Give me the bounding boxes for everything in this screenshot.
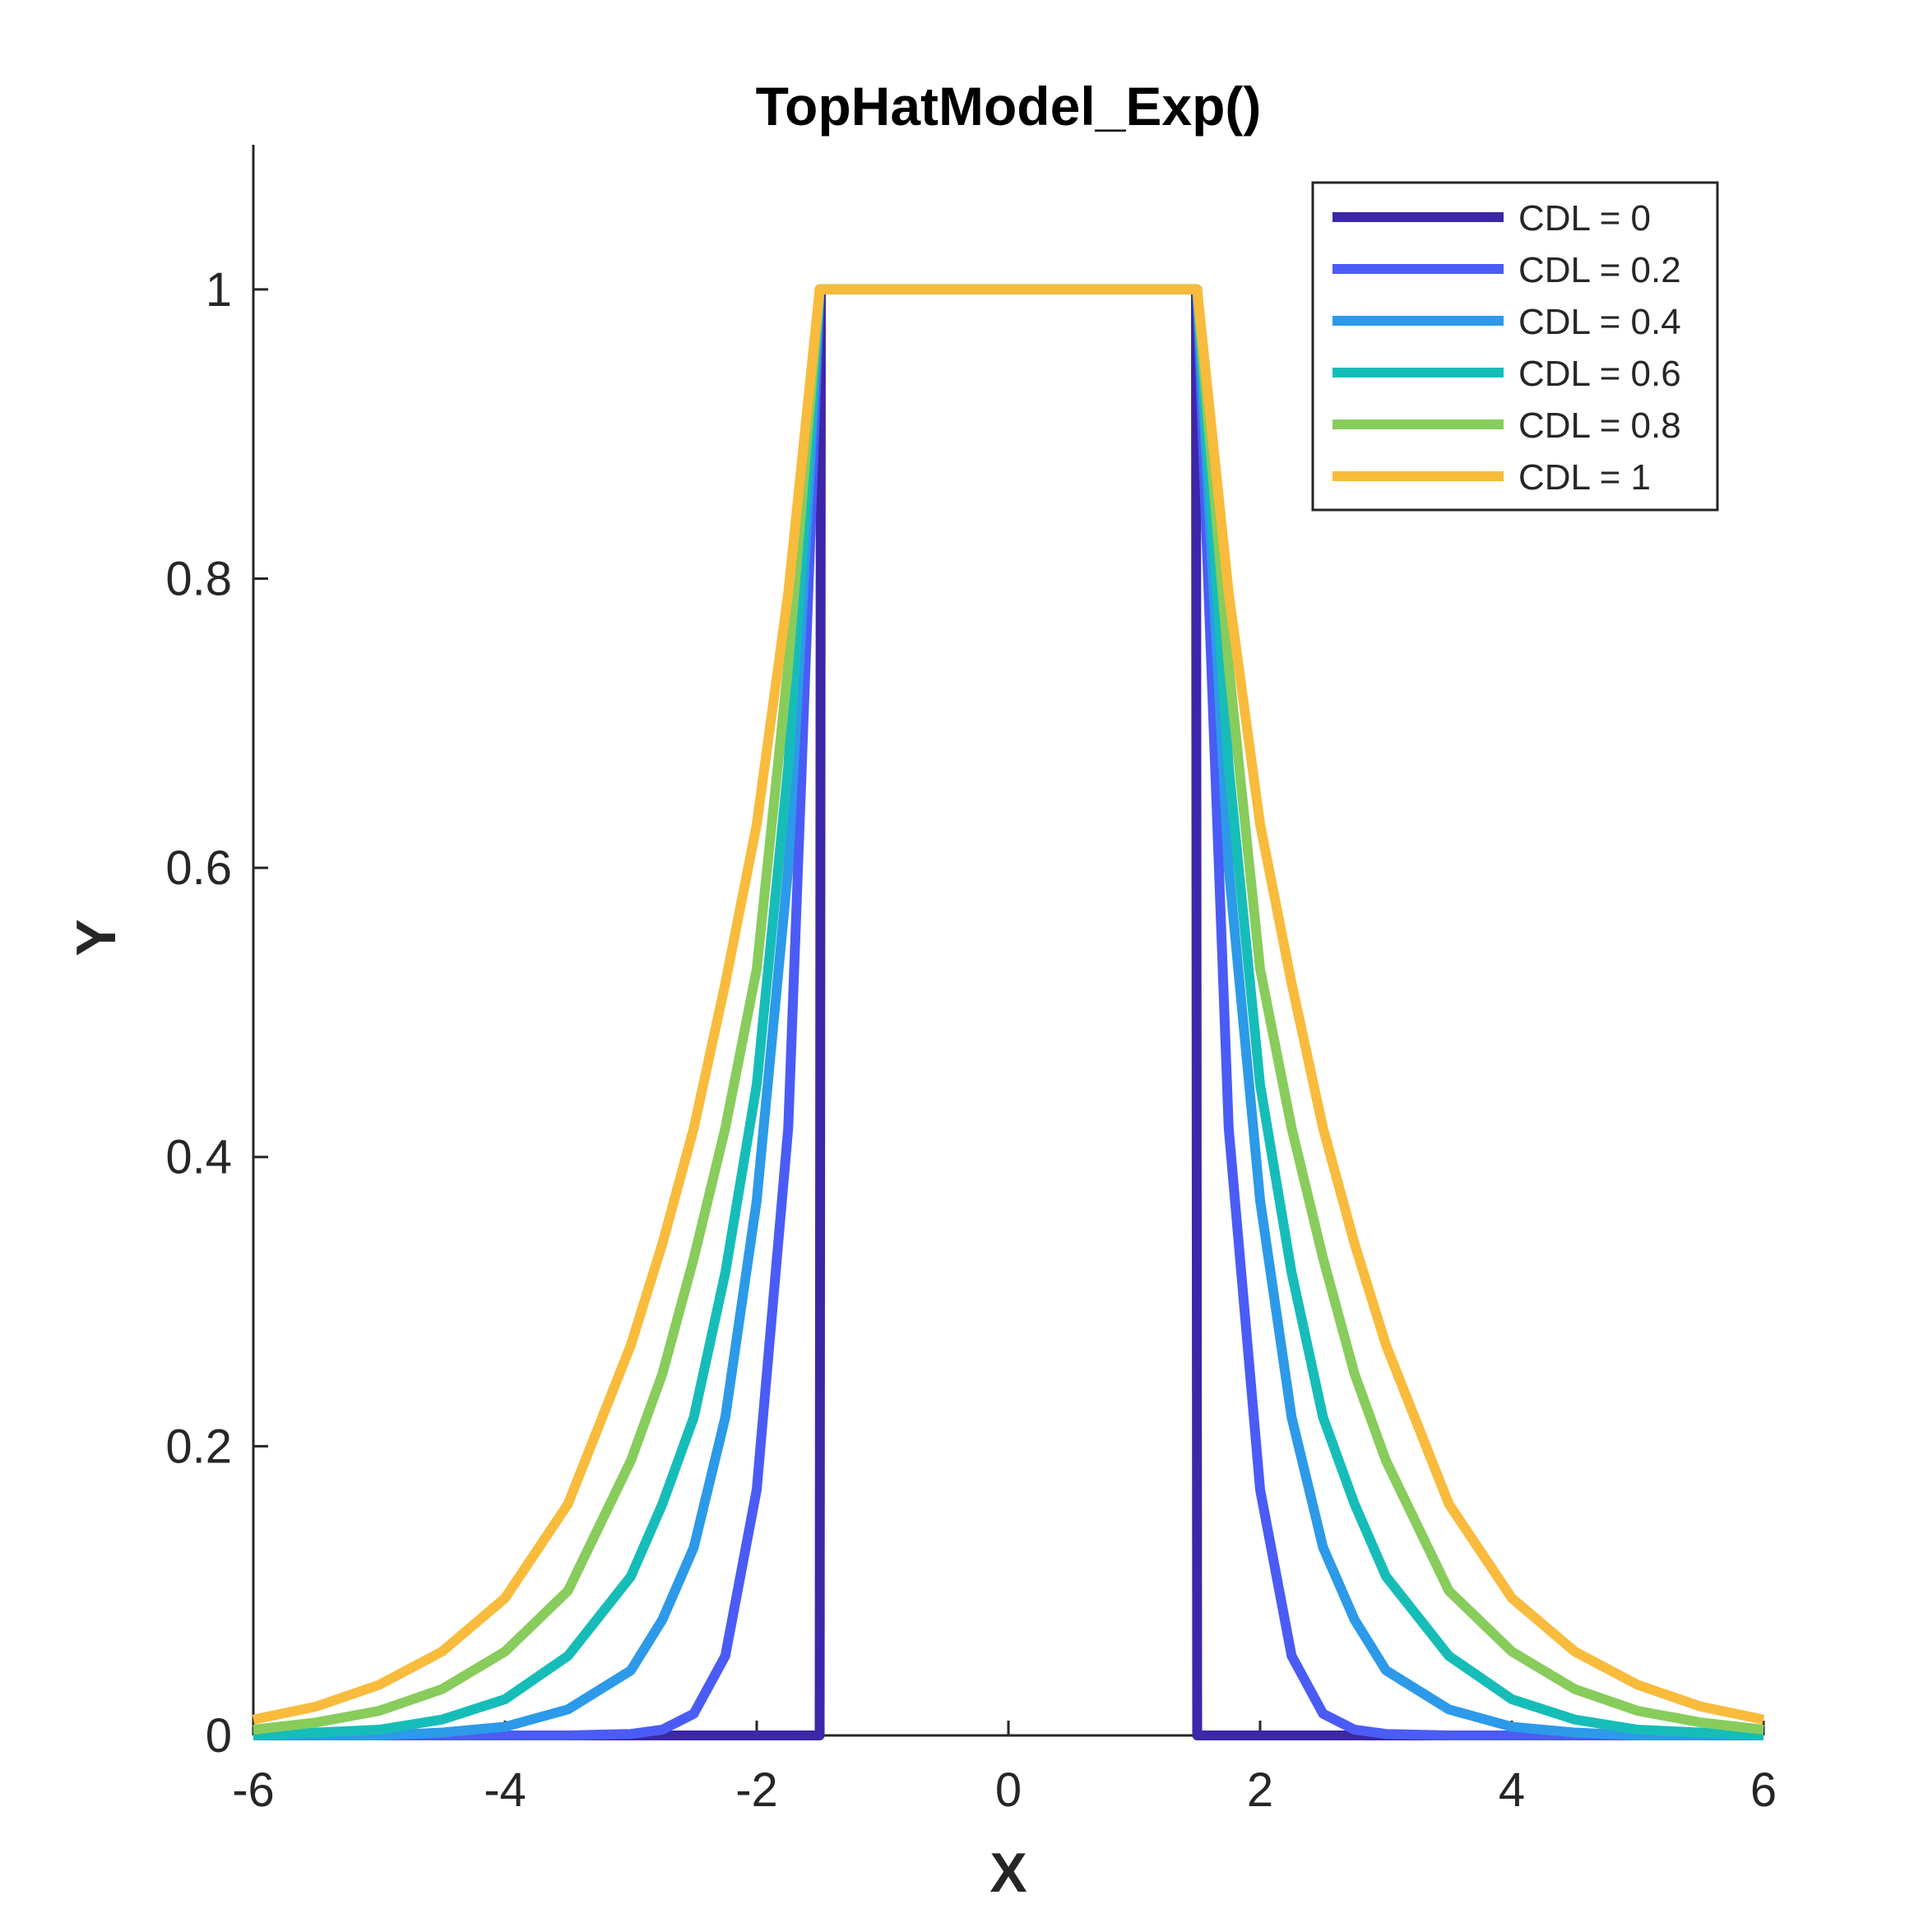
- x-tick-label: 0: [995, 1763, 1022, 1817]
- y-tick-label: 0: [206, 1709, 232, 1763]
- x-tick-label: 6: [1750, 1763, 1777, 1817]
- x-axis-label: X: [989, 1842, 1027, 1904]
- x-tick-label: -2: [735, 1763, 778, 1817]
- chart-title: TopHatModel_Exp(): [756, 76, 1262, 137]
- y-tick-label: 1: [206, 263, 232, 317]
- legend-label-5: CDL = 1: [1518, 457, 1651, 498]
- y-axis-label: Y: [65, 919, 127, 956]
- y-tick-label: 0.8: [165, 552, 232, 605]
- series-line-5: [252, 284, 1765, 1725]
- legend-label-1: CDL = 0.2: [1518, 250, 1681, 290]
- legend-label-4: CDL = 0.8: [1518, 405, 1681, 446]
- x-tick-label: -6: [232, 1763, 275, 1817]
- y-tick-label: 0.6: [165, 841, 232, 895]
- x-tick-label: 2: [1247, 1763, 1273, 1817]
- legend: CDL = 0 CDL = 0.2 CDL = 0.4 CDL = 0.6 CDL = …: [1311, 181, 1719, 512]
- legend-box: [1311, 181, 1719, 512]
- y-tick-label: 0.2: [165, 1420, 232, 1473]
- legend-label-3: CDL = 0.6: [1518, 354, 1681, 394]
- plot-area: -6 -4 -2 0 2 4 6 0 0.2 0.4 0.6 0.8 1: [165, 145, 1777, 1817]
- x-tick-label: 4: [1499, 1763, 1525, 1817]
- x-tick-label: -4: [484, 1763, 526, 1817]
- legend-label-2: CDL = 0.4: [1518, 302, 1681, 342]
- legend-label-0: CDL = 0: [1518, 198, 1651, 239]
- y-tick-label: 0.4: [165, 1131, 232, 1184]
